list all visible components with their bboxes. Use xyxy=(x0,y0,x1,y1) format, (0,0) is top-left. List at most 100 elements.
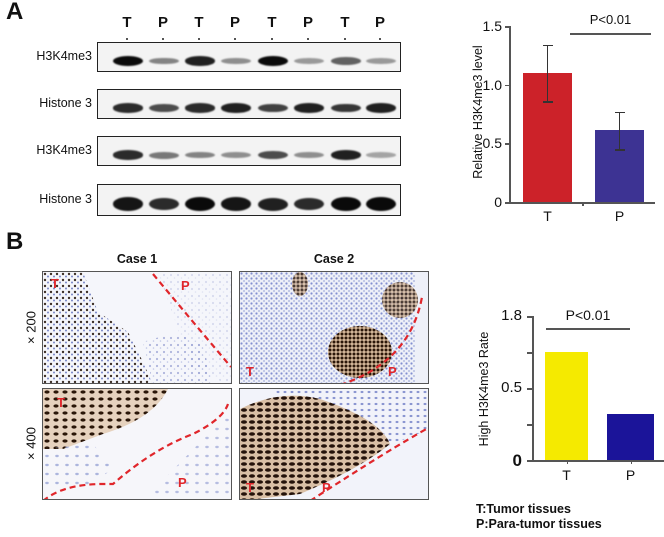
blot-strip xyxy=(97,42,401,72)
chart-b-bar-t xyxy=(545,352,588,460)
lane-marker xyxy=(198,38,200,40)
para-label: P xyxy=(181,278,190,293)
error-bar xyxy=(546,44,549,102)
chart-a-ylabel: Relative H3K4me3 level xyxy=(471,45,485,179)
blot-band xyxy=(221,103,251,113)
blot-band xyxy=(258,197,288,211)
blot-row-label: Histone 3 xyxy=(39,96,92,110)
blot-band xyxy=(258,150,288,160)
blot-band xyxy=(185,197,215,212)
blot-band xyxy=(149,197,179,211)
histology-case1-x400: T P xyxy=(42,388,232,500)
histology-case2-x200: T P xyxy=(239,271,429,384)
blot-band xyxy=(258,56,288,66)
chart-a-xtick xyxy=(582,202,584,206)
magnification-200: × 200 xyxy=(23,311,39,344)
lane-label: T xyxy=(267,14,277,31)
blot-band xyxy=(331,57,361,65)
legend: T:Tumor tissues P:Para-tumor tissues xyxy=(476,502,602,532)
chart-b-bar-p xyxy=(607,413,654,460)
para-label: P xyxy=(178,475,187,490)
blot-band xyxy=(113,103,143,113)
histology-image xyxy=(43,389,231,499)
blot-band xyxy=(113,56,143,66)
chart-a-ytick xyxy=(505,26,510,28)
chart-b-sig-label: P<0.01 xyxy=(565,307,611,323)
tumor-label: T xyxy=(51,276,59,291)
legend-item-tumor: T:Tumor tissues xyxy=(476,502,571,516)
legend-item-para: P:Para-tumor tissues xyxy=(476,517,602,531)
lane-marker xyxy=(234,38,236,40)
blot-band xyxy=(331,197,361,212)
chart-a-ytick-label: 0 xyxy=(494,194,502,210)
blot-band xyxy=(331,103,361,113)
chart-a-ytick-label: 1.5 xyxy=(482,18,502,34)
blot-band xyxy=(294,103,324,113)
chart-b-ytick xyxy=(527,352,533,354)
histology-case2-x400: T P xyxy=(239,388,429,500)
lane-marker xyxy=(271,38,273,40)
chart-a: Relative H3K4me3 level 0 0.5 1.0 1.5 T P P<0… xyxy=(440,0,664,230)
blot-row-label: H3K4me3 xyxy=(36,143,92,157)
blot-band xyxy=(294,197,324,211)
tumor-label: T xyxy=(246,480,254,495)
para-label: P xyxy=(322,480,331,495)
blot-band xyxy=(221,197,251,211)
blot-band xyxy=(366,57,396,65)
blot-row-label: Histone 3 xyxy=(39,192,92,206)
chart-b-ytick xyxy=(527,460,533,462)
chart-b-y-axis xyxy=(532,316,534,461)
lane-label: P xyxy=(374,14,385,31)
case-2-title: Case 2 xyxy=(313,252,355,266)
chart-a-ytick xyxy=(505,84,510,87)
chart-b-xtick-label: T xyxy=(562,467,571,483)
chart-a-xtick-label: T xyxy=(543,208,552,224)
chart-a-ytick-label: 1.0 xyxy=(482,76,502,93)
blot-band xyxy=(294,57,324,65)
chart-a-sig-label: P<0.01 xyxy=(589,12,632,27)
blot-band xyxy=(366,152,396,158)
blot-strip xyxy=(97,89,401,119)
blot-band xyxy=(294,151,324,159)
blot-strip xyxy=(97,184,401,216)
blot-band xyxy=(185,103,215,113)
blot-band xyxy=(331,150,361,160)
chart-b-ytick xyxy=(527,424,533,426)
chart-b-ytick xyxy=(527,316,533,318)
chart-a-ytick xyxy=(505,202,510,204)
histology-image xyxy=(240,272,428,383)
histology-image xyxy=(43,272,231,383)
lane-marker xyxy=(126,38,128,40)
para-label: P xyxy=(388,364,397,379)
chart-b-ytick-label: 1.8 xyxy=(501,307,522,324)
blot-band xyxy=(366,197,396,212)
panel-a-label: A xyxy=(6,0,24,25)
blot-strip xyxy=(97,136,401,166)
lane-marker xyxy=(379,38,381,40)
case-1-title: Case 1 xyxy=(116,252,158,266)
chart-a-xtick-label: P xyxy=(614,208,625,224)
error-bar xyxy=(618,111,621,150)
lane-label: T xyxy=(340,14,350,31)
blot-row-label: H3K4me3 xyxy=(36,49,92,63)
histology-case1-x200: T P xyxy=(42,271,232,384)
blot-band xyxy=(221,57,251,65)
lane-marker xyxy=(162,38,164,40)
chart-b-x-axis xyxy=(532,460,664,462)
chart-b-xtick xyxy=(630,460,632,464)
blot-band xyxy=(221,151,251,159)
error-bar-cap xyxy=(614,111,625,114)
lane-label: P xyxy=(229,14,240,31)
blot-band xyxy=(258,103,288,113)
error-bar-cap xyxy=(542,44,553,47)
lane-label: T xyxy=(194,14,204,31)
chart-b-ytick-label: 0.5 xyxy=(501,379,522,396)
magnification-400: × 400 xyxy=(23,427,39,460)
blot-band xyxy=(113,197,143,211)
chart-a-y-axis xyxy=(509,26,511,203)
chart-b-ytick-label: 0 xyxy=(512,451,522,470)
lane-label: P xyxy=(302,14,313,31)
chart-b-ylabel: High H3K4me3 Rate xyxy=(477,331,491,447)
tumor-label: T xyxy=(246,364,254,379)
chart-b: High H3K4me3 Rate 0 0.5 1.8 T P P<0.01 xyxy=(460,290,664,490)
